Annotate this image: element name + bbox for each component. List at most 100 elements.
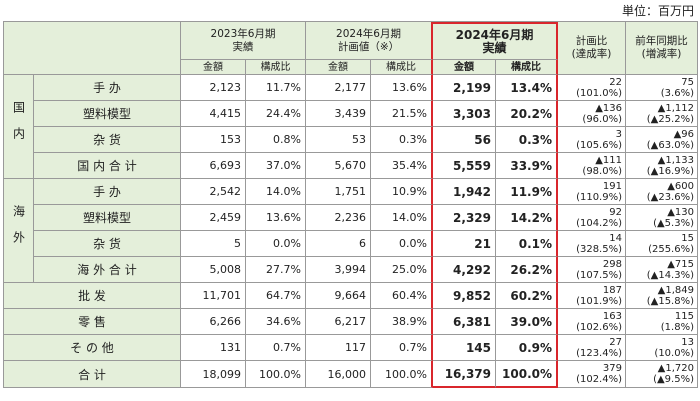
period-header: 2023年6月期 実績 <box>181 22 306 60</box>
yoy-cell: ▲600 (▲23.6%) <box>626 179 698 205</box>
data-cell: 37.0% <box>246 153 306 179</box>
subheader: 構成比 <box>496 60 558 75</box>
row-label: 杂 货 <box>34 231 181 257</box>
row-label: 杂 货 <box>34 127 181 153</box>
data-cell: 11,701 <box>181 283 246 309</box>
yoy-line: (▲23.6%) <box>646 191 694 203</box>
data-row: 零 售 6,266 34.6% 6,217 38.9% 6,381 39.0% 163 (102… <box>4 309 698 335</box>
data-cell: 14.2% <box>496 205 558 231</box>
plan-line: (110.9%) <box>576 191 622 203</box>
plan-line: (105.6%) <box>576 139 622 151</box>
plan-cell: 3 (105.6%) <box>558 127 626 153</box>
yoy-line: ▲96 <box>673 128 694 140</box>
yoy-line: (▲25.2%) <box>646 113 694 125</box>
data-cell: 3,994 <box>306 257 371 283</box>
data-cell: 13.6% <box>371 75 433 101</box>
row-label: そ の 他 <box>4 335 181 361</box>
data-cell: 153 <box>181 127 246 153</box>
yoy-line: ▲715 <box>667 258 694 270</box>
yoy-cell: ▲96 (▲63.0%) <box>626 127 698 153</box>
row-label: 海 外 合 计 <box>34 257 181 283</box>
corner-cell <box>4 22 181 75</box>
data-cell: 3,439 <box>306 101 371 127</box>
data-cell: 0.0% <box>371 231 433 257</box>
plan-cell: 163 (102.6%) <box>558 309 626 335</box>
plan-line: ▲136 <box>595 102 622 114</box>
yoy-cell: ▲130 (▲5.3%) <box>626 205 698 231</box>
yoy-line: 13 <box>681 336 694 348</box>
data-cell: 5 <box>181 231 246 257</box>
yoy-line: 115 <box>674 310 694 322</box>
data-cell: 64.7% <box>246 283 306 309</box>
plan-line: 22 <box>609 76 622 88</box>
data-cell: 145 <box>433 335 496 361</box>
yoy-cell: 115 (1.8%) <box>626 309 698 335</box>
plan-cell: 22 (101.0%) <box>558 75 626 101</box>
yoy-line: (3.6%) <box>660 87 694 99</box>
data-cell: 0.0% <box>246 231 306 257</box>
yoy-line: ▲130 <box>667 206 694 218</box>
data-cell: 16,379 <box>433 361 496 388</box>
row-label: 塑料模型 <box>34 205 181 231</box>
data-cell: 6,217 <box>306 309 371 335</box>
data-cell: 13.4% <box>496 75 558 101</box>
plan-line: 27 <box>609 336 622 348</box>
data-cell: 0.3% <box>496 127 558 153</box>
data-cell: 11.9% <box>496 179 558 205</box>
data-cell: 2,542 <box>181 179 246 205</box>
plan-ratio-header: 計画比 (達成率) <box>558 22 626 75</box>
data-cell: 33.9% <box>496 153 558 179</box>
plan-cell: 298 (107.5%) <box>558 257 626 283</box>
data-cell: 0.1% <box>496 231 558 257</box>
yoy-cell: ▲1,112 (▲25.2%) <box>626 101 698 127</box>
group-label: 海外 <box>4 179 34 283</box>
data-cell: 6 <box>306 231 371 257</box>
data-cell: 1,942 <box>433 179 496 205</box>
data-cell: 21.5% <box>371 101 433 127</box>
data-cell: 2,199 <box>433 75 496 101</box>
data-row: 海外手 办 2,542 14.0% 1,751 10.9% 1,942 11.9% 191 (1… <box>4 179 698 283</box>
plan-line: 187 <box>602 284 622 296</box>
plan-cell: 14 (328.5%) <box>558 231 626 257</box>
plan-line: (328.5%) <box>576 243 622 255</box>
data-cell: 5,559 <box>433 153 496 179</box>
yoy-line: (▲14.3%) <box>646 269 694 281</box>
data-cell: 0.3% <box>371 127 433 153</box>
plan-line: 191 <box>602 180 622 192</box>
data-row: 合 计 18,099 100.0% 16,000 100.0% 16,379 100.0% 3… <box>4 361 698 388</box>
data-cell: 20.2% <box>496 101 558 127</box>
data-row: 杂 货 5 0.0% 6 0.0% 21 0.1% 14 (328.5%) 15 (255.6%) <box>4 231 698 257</box>
data-cell: 25.0% <box>371 257 433 283</box>
data-cell: 60.2% <box>496 283 558 309</box>
data-cell: 5,008 <box>181 257 246 283</box>
data-cell: 60.4% <box>371 283 433 309</box>
plan-line: 379 <box>602 363 622 374</box>
plan-line: 298 <box>602 258 622 270</box>
plan-line: 3 <box>615 128 622 140</box>
yoy-line: (▲15.8%) <box>646 295 694 307</box>
yoy-line: (▲9.5%) <box>653 374 694 385</box>
plan-cell: 379 (102.4%) <box>558 361 626 388</box>
yoy-line: (255.6%) <box>648 243 694 255</box>
row-label: 合 计 <box>4 361 181 388</box>
data-row: 国 内 合 计 6,693 37.0% 5,670 35.4% 5,559 33.9% ▲11… <box>4 153 698 179</box>
data-cell: 11.7% <box>246 75 306 101</box>
yoy-line: ▲1,112 <box>657 102 694 114</box>
data-cell: 4,415 <box>181 101 246 127</box>
yoy-line: 75 <box>681 76 694 88</box>
plan-line: ▲111 <box>595 154 622 166</box>
data-cell: 9,852 <box>433 283 496 309</box>
yoy-line: (▲16.9%) <box>646 165 694 177</box>
yoy-line: ▲1,133 <box>657 154 694 166</box>
plan-line: (102.6%) <box>576 321 622 333</box>
data-row: そ の 他 131 0.7% 117 0.7% 145 0.9% 27 (123.4%) 13 (1… <box>4 335 698 361</box>
data-cell: 14.0% <box>371 205 433 231</box>
period-header: 2024年6月期 計画値（※） <box>306 22 433 60</box>
yoy-cell: 75 (3.6%) <box>626 75 698 101</box>
data-cell: 100.0% <box>246 361 306 388</box>
plan-line: (104.2%) <box>576 217 622 229</box>
data-cell: 10.9% <box>371 179 433 205</box>
plan-line: (98.0%) <box>582 165 622 177</box>
unit-label: 単位：百万円 <box>621 4 694 18</box>
